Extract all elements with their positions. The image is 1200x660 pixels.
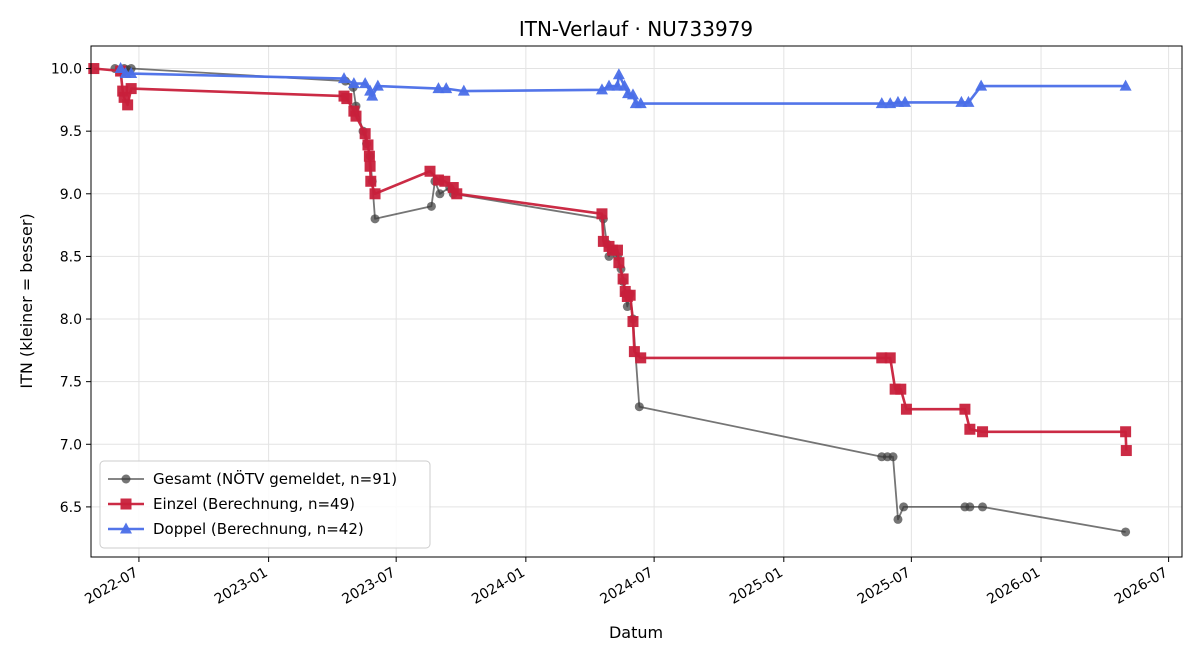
data-point — [439, 175, 451, 187]
data-point — [627, 316, 639, 328]
data-point — [362, 139, 374, 151]
data-point — [371, 79, 384, 91]
data-point — [978, 502, 988, 512]
plot-frame — [90, 45, 1183, 558]
data-point — [426, 201, 436, 211]
data-point — [875, 97, 888, 109]
legend-marker — [120, 522, 132, 534]
y-tick-label: 8.5 — [60, 249, 82, 265]
data-point — [899, 95, 912, 107]
data-point — [888, 452, 898, 462]
data-point — [447, 182, 459, 194]
data-point — [440, 82, 453, 94]
data-point — [338, 72, 351, 84]
data-point — [884, 352, 896, 364]
data-point — [876, 352, 888, 364]
data-point — [617, 273, 629, 285]
data-point — [965, 502, 975, 512]
data-point — [432, 174, 444, 186]
data-point — [635, 352, 647, 364]
data-point — [365, 175, 377, 187]
data-point — [118, 91, 130, 103]
data-point — [369, 188, 381, 200]
data-point — [899, 502, 909, 512]
data-point — [451, 188, 463, 200]
data-point — [424, 165, 436, 177]
data-point — [117, 85, 129, 97]
legend-label: Doppel (Berechnung, n=42) — [153, 520, 364, 538]
legend-marker — [121, 474, 131, 484]
data-point — [975, 79, 988, 91]
data-point — [628, 346, 640, 358]
y-tick-label: 9.0 — [60, 187, 82, 203]
data-point — [125, 67, 138, 79]
series-layer — [88, 62, 1132, 537]
y-axis-title: ITN (kleiner = besser) — [17, 213, 36, 388]
data-point — [88, 63, 100, 75]
data-point — [359, 128, 371, 140]
data-point — [1121, 527, 1131, 537]
data-point — [895, 383, 907, 395]
series-triangle — [114, 62, 1132, 109]
data-point — [595, 83, 608, 95]
data-point — [977, 426, 989, 438]
data-point — [1120, 445, 1132, 457]
data-point — [618, 79, 631, 91]
data-point — [900, 403, 912, 415]
data-point — [432, 82, 445, 94]
legend-label: Einzel (Berechnung, n=49) — [153, 495, 355, 513]
series-square — [88, 63, 1132, 457]
data-point — [1119, 79, 1132, 91]
data-point — [125, 83, 137, 95]
data-point — [347, 77, 360, 89]
data-point — [959, 403, 971, 415]
data-point — [359, 77, 372, 89]
data-point — [612, 68, 625, 80]
data-point — [624, 289, 636, 301]
data-point — [634, 97, 647, 109]
data-point — [370, 214, 380, 224]
y-tick-label: 9.5 — [60, 124, 82, 140]
data-point — [613, 257, 625, 269]
data-point — [964, 423, 976, 435]
data-point — [364, 160, 376, 172]
y-axis: 6.5 7.0 7.5 8.0 8.5 9.0 9.5 10.0 — [51, 62, 91, 516]
data-point — [457, 84, 470, 96]
data-point — [611, 244, 623, 256]
data-point — [122, 99, 134, 111]
data-point — [596, 208, 608, 220]
data-point — [363, 150, 375, 162]
data-point — [114, 62, 127, 74]
data-point — [435, 189, 445, 199]
data-point — [634, 402, 644, 412]
data-point — [603, 79, 616, 91]
data-point — [962, 95, 975, 107]
data-point — [622, 302, 632, 312]
y-tick-label: 6.5 — [60, 500, 82, 516]
data-point — [626, 88, 639, 100]
data-point — [341, 93, 353, 105]
data-point — [597, 235, 609, 247]
data-point — [350, 110, 362, 122]
x-axis-title: Datum — [609, 623, 663, 642]
data-point — [366, 89, 379, 101]
y-tick-label: 10.0 — [51, 62, 82, 78]
data-point — [893, 514, 903, 524]
legend: Gesamt (NÖTV gemeldet, n=91) Einzel (Bere… — [99, 460, 431, 549]
chart-title: ITN-Verlauf · NU733979 — [519, 17, 753, 41]
y-tick-label: 8.0 — [60, 312, 82, 328]
legend-box — [99, 460, 431, 549]
legend-marker — [120, 498, 132, 510]
legend-label: Gesamt (NÖTV gemeldet, n=91) — [153, 469, 397, 488]
data-point — [889, 383, 901, 395]
y-tick-label: 7.0 — [60, 437, 82, 453]
y-tick-label: 7.5 — [60, 375, 82, 391]
data-point — [1120, 426, 1132, 438]
